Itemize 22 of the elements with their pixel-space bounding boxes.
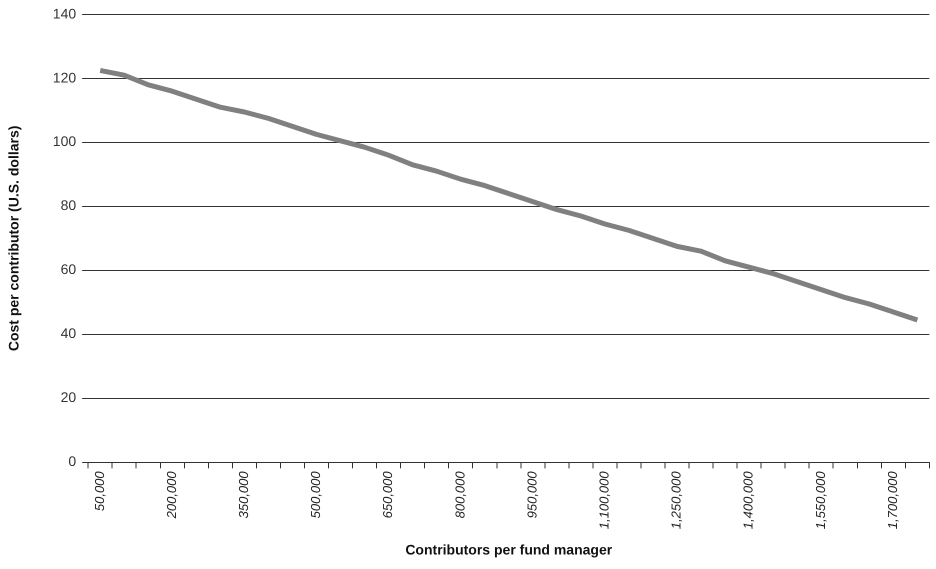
x-tick-label: 1,550,000: [812, 470, 828, 530]
x-axis-title: Contributors per fund manager: [405, 541, 613, 558]
x-tick-label: 800,000: [452, 470, 468, 518]
x-tick-label: 200,000: [164, 470, 179, 520]
x-tick-label: 350,000: [236, 470, 251, 518]
y-tick-label: 40: [60, 325, 76, 342]
x-tick-label: 1,400,000: [740, 470, 756, 530]
x-tick-label: 1,700,000: [884, 470, 900, 530]
y-tick-label: 60: [60, 261, 76, 278]
x-tick-label: 950,000: [524, 470, 540, 518]
x-tick-label: 50,000: [92, 470, 107, 512]
y-tick-label: 20: [60, 389, 76, 406]
y-tick-label: 100: [52, 133, 76, 150]
y-tick-label: 0: [68, 453, 76, 470]
x-tick-label: 1,100,000: [596, 470, 612, 530]
x-tick-label: 650,000: [380, 470, 396, 518]
y-tick-label: 80: [60, 197, 76, 214]
x-tick-label: 1,250,000: [668, 470, 684, 530]
y-tick-label: 140: [52, 5, 76, 22]
y-axis-title: Cost per contributor (U.S. dollars): [5, 126, 22, 352]
y-tick-label: 120: [52, 69, 76, 86]
x-tick-label: 500,000: [308, 470, 324, 518]
